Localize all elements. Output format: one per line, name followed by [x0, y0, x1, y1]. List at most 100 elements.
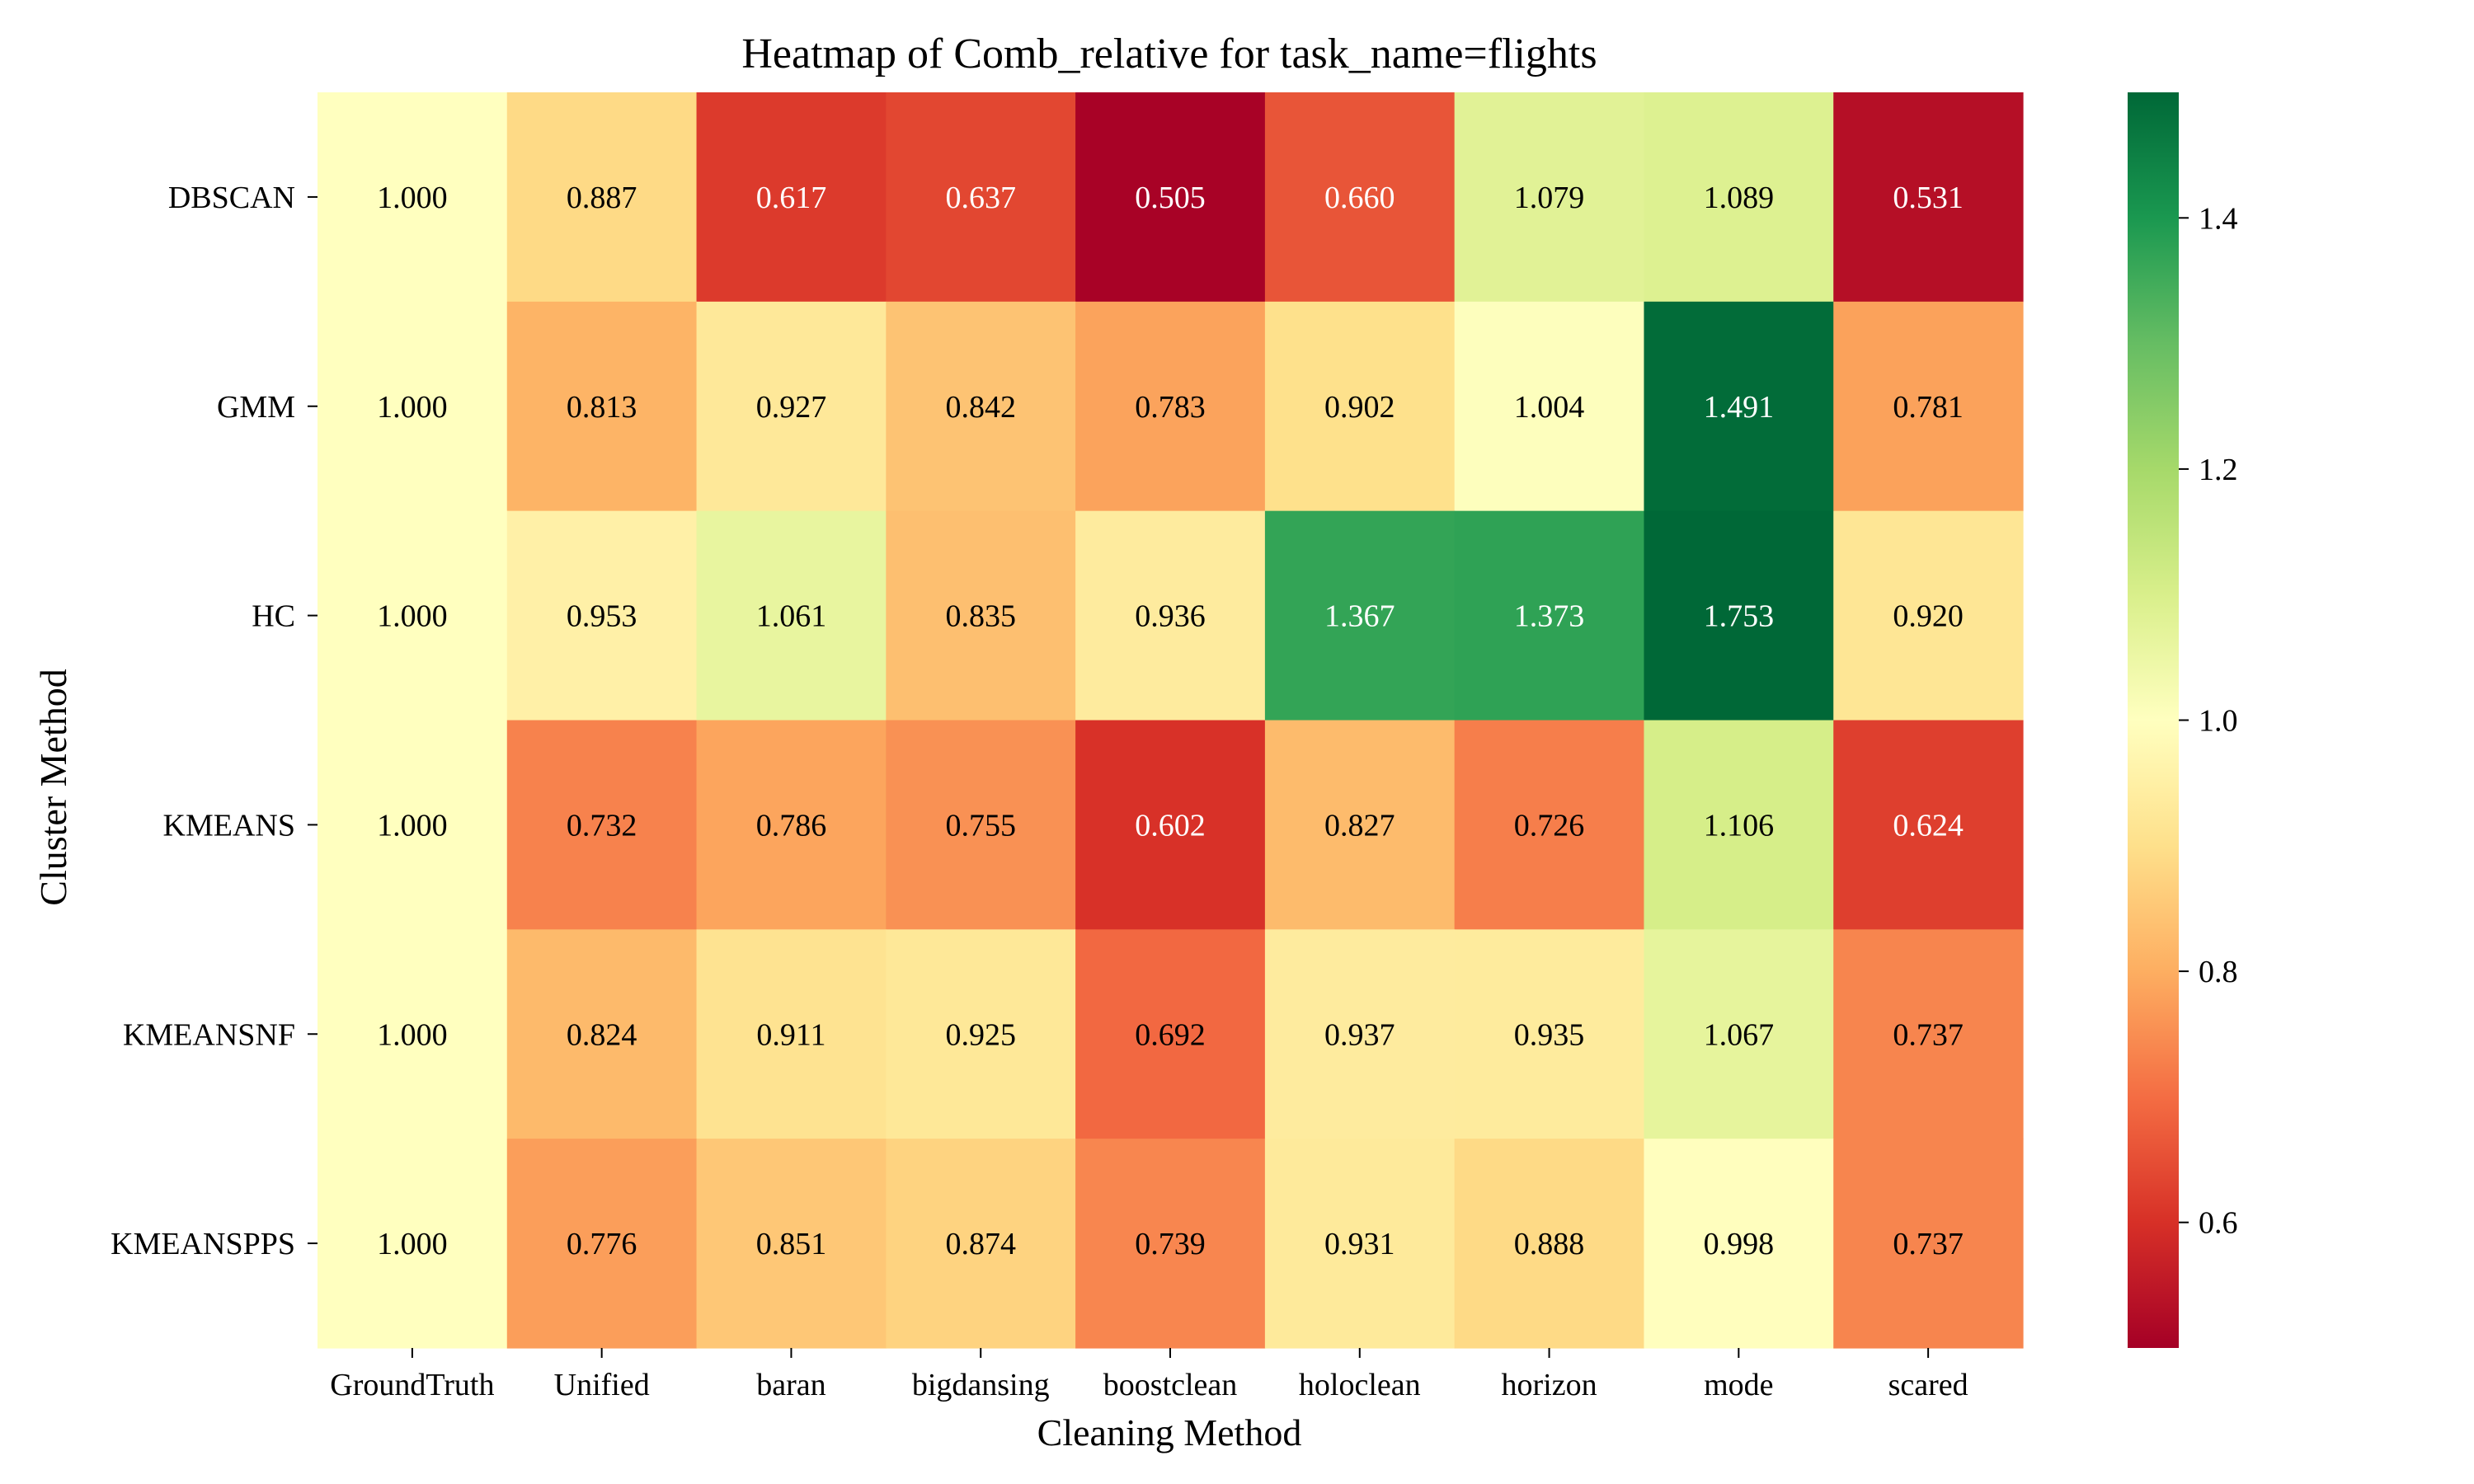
heatmap-cell-label: 0.842 [945, 390, 1016, 425]
y-axis-ticks: DBSCAN GMM HC KMEANS KMEANSNF KMEANSPPS [111, 181, 317, 1261]
heatmap-cell-label: 1.367 [1324, 599, 1395, 634]
heatmap-cell-kmeanspps-holoclean [1264, 1139, 1456, 1349]
heatmap-cell-kmeanspps-bigdansing [886, 1139, 1076, 1349]
heatmap-cell-dbscan-boostclean [1075, 92, 1266, 303]
heatmap-cell-hc-horizon [1454, 510, 1645, 721]
heatmap-cell-gmm-unified [506, 301, 698, 512]
heatmap-cell-gmm-mode [1644, 301, 1834, 512]
heatmap-cell-label: 0.755 [945, 808, 1016, 843]
heatmap-cell-label: 0.851 [756, 1227, 827, 1261]
heatmap-cell-kmeanspps-groundtruth [317, 1139, 508, 1349]
colorbar-tick-label: 1.0 [2199, 704, 2238, 739]
heatmap-cell-kmeansnf-mode [1644, 929, 1834, 1139]
colorbar: 0.6 0.8 1.0 1.2 1.4 [2128, 92, 2238, 1348]
heatmap-cell-label: 0.887 [567, 181, 637, 215]
heatmap-cell-hc-holoclean [1264, 510, 1456, 721]
heatmap-cell-hc-unified [506, 510, 698, 721]
heatmap-cell-kmeans-mode [1644, 720, 1834, 930]
heatmap-cell-label: 0.935 [1514, 1017, 1585, 1052]
heatmap-cell-label: 1.753 [1704, 599, 1775, 634]
heatmap-cell-kmeansnf-scared [1833, 929, 2024, 1139]
colorbar-tick-label: 1.4 [2199, 201, 2238, 236]
heatmap-cell-hc-scared [1833, 510, 2024, 721]
heatmap-cell-kmeanspps-mode [1644, 1139, 1834, 1349]
heatmap-cell-label: 0.953 [567, 599, 637, 634]
heatmap-cell-kmeansnf-unified [506, 929, 698, 1139]
heatmap-cell-label: 0.936 [1135, 599, 1206, 634]
heatmap-cell-kmeans-holoclean [1264, 720, 1456, 930]
heatmap-cell-label: 1.373 [1514, 599, 1585, 634]
heatmap-cell-kmeanspps-baran [696, 1139, 887, 1349]
heatmap-cell-hc-bigdansing [886, 510, 1076, 721]
heatmap-cell-kmeans-baran [696, 720, 887, 930]
heatmap-cell-label: 1.491 [1704, 390, 1775, 425]
heatmap-cell-label: 0.624 [1893, 808, 1964, 843]
colorbar-tick-label: 1.2 [2199, 453, 2238, 487]
heatmap-cell-label: 0.927 [756, 390, 827, 425]
heatmap-cell-label: 0.937 [1324, 1017, 1395, 1052]
heatmap-cell-dbscan-bigdansing [886, 92, 1076, 303]
heatmap-cell-label: 0.531 [1893, 181, 1964, 215]
heatmap-cell-label: 0.505 [1135, 181, 1206, 215]
heatmap-cell-label: 0.781 [1893, 390, 1964, 425]
heatmap-cell-label: 0.783 [1135, 390, 1206, 425]
heatmap-cell-kmeans-unified [506, 720, 698, 930]
colorbar-gradient-bar [2128, 92, 2179, 1348]
heatmap-cell-label: 0.660 [1324, 181, 1395, 215]
y-tick-label: KMEANSPPS [111, 1227, 295, 1261]
x-tick-label: baran [756, 1368, 825, 1402]
heatmap-cell-kmeansnf-baran [696, 929, 887, 1139]
heatmap-cell-label: 1.000 [377, 1227, 448, 1261]
x-tick-label: scared [1888, 1368, 1968, 1402]
heatmap-cell-gmm-groundtruth [317, 301, 508, 512]
heatmap-cell-label: 0.874 [945, 1227, 1016, 1261]
heatmap-cell-dbscan-holoclean [1264, 92, 1456, 303]
heatmap-cell-label: 0.726 [1514, 808, 1585, 843]
heatmap-cell-kmeanspps-boostclean [1075, 1139, 1266, 1349]
heatmap-cell-label: 0.692 [1135, 1017, 1206, 1052]
heatmap-cell-label: 0.998 [1704, 1227, 1775, 1261]
heatmap-cell-kmeans-bigdansing [886, 720, 1076, 930]
heatmap-cell-label: 0.835 [945, 599, 1016, 634]
chart-title: Heatmap of Comb_relative for task_name=f… [741, 31, 1597, 77]
heatmap-cell-dbscan-horizon [1454, 92, 1645, 303]
x-axis-ticks: GroundTruth Unified baran bigdansing boostcl… [330, 1348, 1968, 1402]
heatmap-cell-label: 1.000 [377, 599, 448, 634]
heatmap-cell-dbscan-unified [506, 92, 698, 303]
heatmap-cell-kmeans-scared [1833, 720, 2024, 930]
heatmap-cell-label: 1.106 [1704, 808, 1775, 843]
heatmap-cell-kmeanspps-scared [1833, 1139, 2024, 1349]
heatmap-cell-label: 1.000 [377, 390, 448, 425]
heatmap-cell-label: 1.000 [377, 1017, 448, 1052]
x-tick-label: bigdansing [912, 1368, 1050, 1402]
heatmap-cell-hc-mode [1644, 510, 1834, 721]
heatmap-cell-kmeansnf-bigdansing [886, 929, 1076, 1139]
heatmap-cell-kmeans-horizon [1454, 720, 1645, 930]
colorbar-tick-label: 0.8 [2199, 955, 2238, 989]
heatmap-cell-hc-boostclean [1075, 510, 1266, 721]
heatmap-cell-label: 0.827 [1324, 808, 1395, 843]
x-tick-label: Unified [554, 1368, 650, 1402]
x-tick-label: horizon [1502, 1368, 1597, 1402]
heatmap-cell-label: 0.925 [945, 1017, 1016, 1052]
heatmap-cell-label: 0.813 [567, 390, 637, 425]
y-axis-title: Cluster Method [32, 669, 74, 905]
heatmap-cell-label: 0.776 [567, 1227, 637, 1261]
heatmap-cell-label: 1.000 [377, 181, 448, 215]
heatmap-cell-label: 0.920 [1893, 599, 1964, 634]
heatmap-cell-kmeanspps-unified [506, 1139, 698, 1349]
heatmap-cell-label: 1.079 [1514, 181, 1585, 215]
y-tick-label: GMM [217, 390, 295, 425]
heatmap-cell-kmeansnf-horizon [1454, 929, 1645, 1139]
heatmap-cell-gmm-horizon [1454, 301, 1645, 512]
heatmap-cell-label: 0.739 [1135, 1227, 1206, 1261]
y-tick-label: KMEANS [163, 808, 295, 843]
heatmap-cell-gmm-boostclean [1075, 301, 1266, 512]
heatmap-cell-label: 0.732 [567, 808, 637, 843]
heatmap-cell-label: 1.004 [1514, 390, 1585, 425]
heatmap-cell-kmeansnf-groundtruth [317, 929, 508, 1139]
heatmap-cell-kmeanspps-horizon [1454, 1139, 1645, 1349]
y-tick-label: HC [252, 599, 295, 634]
